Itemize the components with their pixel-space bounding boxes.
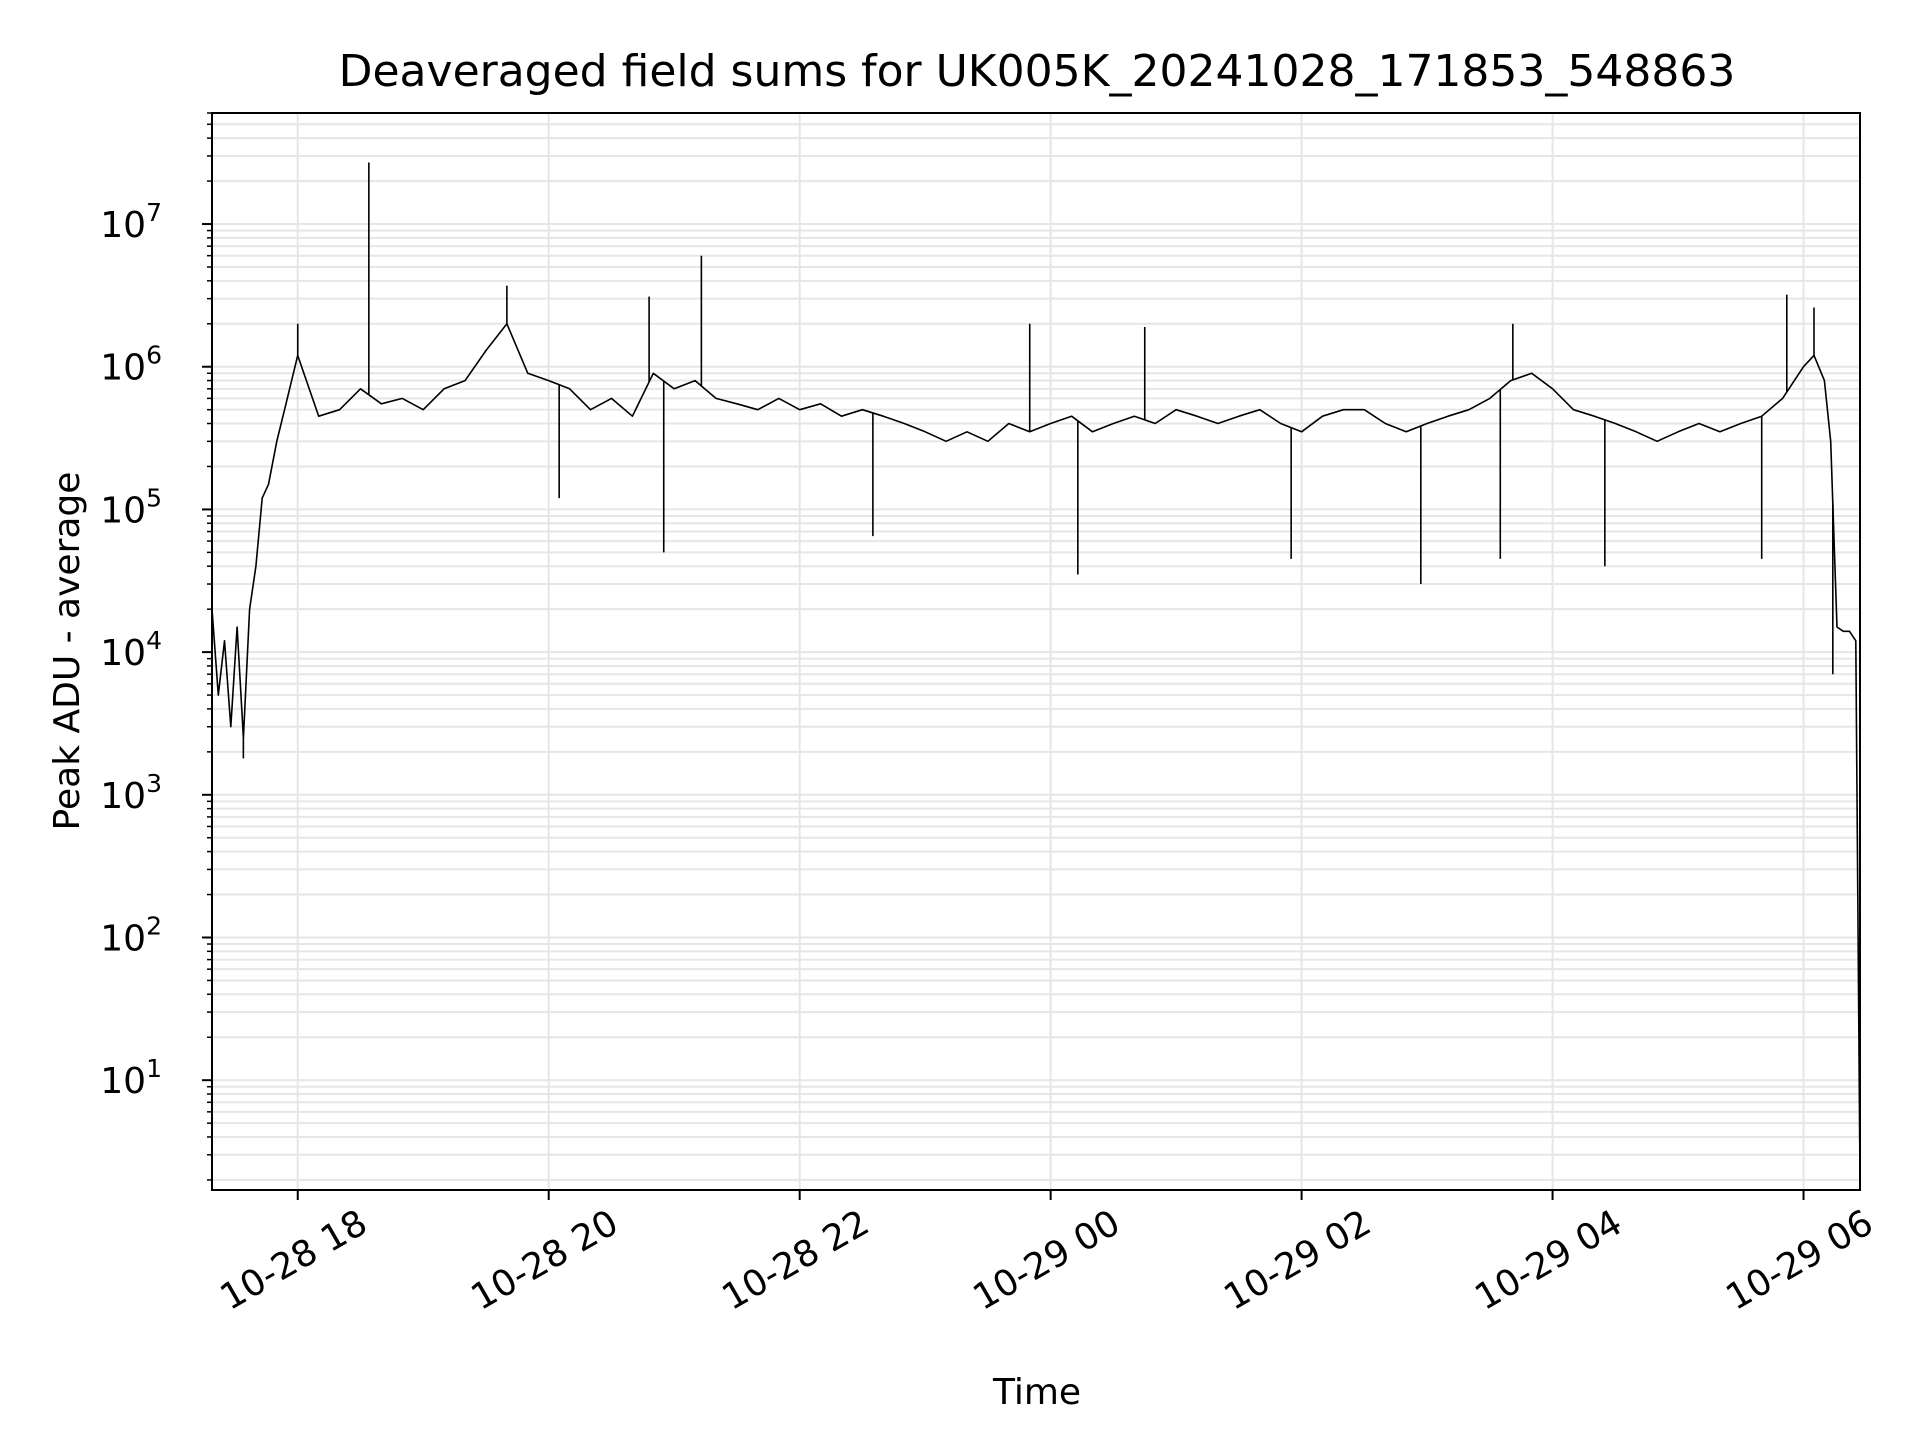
y-tick-label: 106 (100, 341, 162, 389)
series-line (211, 162, 1861, 1180)
grid (212, 112, 1860, 1190)
y-tick-label: 105 (100, 483, 162, 531)
y-tick-label: 102 (100, 911, 162, 959)
x-axis-label: Time (992, 1372, 1081, 1413)
y-axis-label: Peak ADU - average (47, 472, 88, 831)
y-axis: 101 102 103 104 105 106 107 (100, 112, 212, 1181)
chart-title: Deaveraged field sums for UK005K_2024102… (339, 46, 1736, 97)
y-tick-label: 107 (100, 198, 162, 246)
series-path (211, 323, 1861, 1180)
y-tick-label: 101 (100, 1054, 162, 1102)
y-tick-label: 103 (100, 769, 162, 817)
y-tick-label: 104 (100, 626, 162, 674)
